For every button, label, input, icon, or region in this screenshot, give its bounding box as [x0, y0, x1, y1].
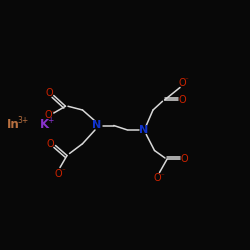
Text: O: O: [179, 78, 186, 88]
Text: O: O: [181, 154, 188, 164]
Text: +: +: [47, 116, 53, 125]
Text: O: O: [44, 110, 52, 120]
Text: ⁻: ⁻: [184, 78, 188, 84]
Text: 3+: 3+: [18, 116, 28, 125]
Text: In: In: [6, 118, 20, 132]
Text: ⁻: ⁻: [62, 169, 66, 175]
Text: ⁻: ⁻: [160, 173, 164, 179]
Text: O: O: [47, 139, 54, 149]
Text: O: O: [179, 95, 186, 105]
Text: O: O: [55, 169, 62, 179]
Text: N: N: [139, 125, 148, 135]
Text: O: O: [46, 88, 53, 99]
Text: K: K: [40, 118, 49, 132]
Text: ⁻: ⁻: [52, 110, 55, 116]
Text: N: N: [92, 120, 102, 130]
Text: O: O: [153, 173, 161, 183]
